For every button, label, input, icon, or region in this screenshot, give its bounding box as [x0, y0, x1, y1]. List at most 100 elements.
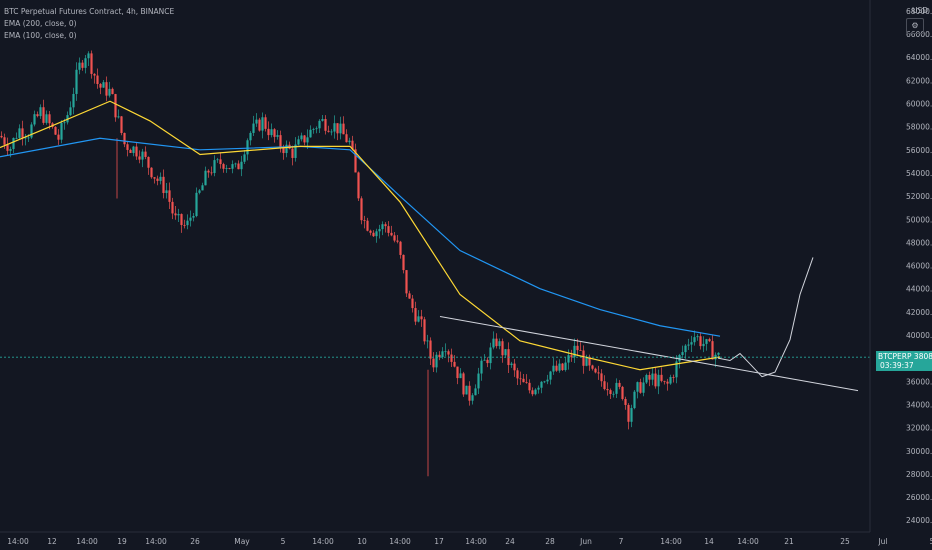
candle-body	[36, 114, 39, 117]
candle-body	[348, 140, 351, 143]
candle-body	[102, 82, 105, 88]
price-tick-label: 42000.0	[906, 308, 932, 317]
symbol-title[interactable]: BTC Perpetual Futures Contract, 4h, BINA…	[4, 7, 175, 16]
candle-body	[252, 123, 255, 133]
candle-body	[117, 116, 120, 118]
candle-body	[423, 319, 426, 342]
time-tick-label: 25	[840, 537, 850, 546]
candle-body	[618, 382, 621, 387]
candle-body	[651, 373, 654, 380]
candle-body	[87, 53, 90, 59]
candle-body	[453, 361, 456, 367]
candle-body	[534, 389, 537, 395]
time-tick-label: 17	[434, 537, 444, 546]
candle-body	[693, 337, 696, 343]
time-tick-label: 5	[930, 537, 932, 546]
candle-body	[393, 235, 396, 241]
candle-body	[711, 341, 714, 360]
candle-body	[303, 135, 306, 143]
current-price-tag: BTCPERP 38085.9 03:39:37	[876, 351, 932, 372]
candle-body	[477, 373, 480, 389]
candle-body	[366, 220, 369, 231]
time-tick-label: 24	[505, 537, 515, 546]
candle-body	[498, 341, 501, 347]
candle-body	[45, 114, 48, 123]
candle-body	[387, 226, 390, 233]
candle-body	[258, 119, 261, 131]
candle-body	[537, 387, 540, 390]
candle-body	[675, 361, 678, 378]
time-tick-label: 14:00	[660, 537, 682, 546]
symbol-tag: BTCPERP	[878, 352, 912, 362]
candle-body	[261, 117, 264, 131]
candle-body	[90, 53, 93, 74]
price-tick-label: 32000.0	[906, 424, 932, 433]
candle-body	[330, 131, 333, 133]
time-tick-label: 14:00	[145, 537, 167, 546]
time-tick-label: 19	[117, 537, 127, 546]
candle-body	[9, 148, 12, 151]
candle-body	[132, 146, 135, 153]
candle-body	[372, 232, 375, 237]
price-tick-label: 28000.0	[906, 470, 932, 479]
candle-body	[357, 172, 360, 199]
candle-body	[600, 373, 603, 382]
candle-body	[147, 156, 150, 168]
candle-body	[63, 122, 66, 124]
candle-body	[390, 232, 393, 236]
candle-body	[60, 122, 63, 140]
candle-body	[654, 373, 657, 387]
candle-body	[663, 380, 666, 382]
price-tick-label: 54000.0	[906, 169, 932, 178]
candle-body	[561, 363, 564, 371]
candle-body	[417, 316, 420, 322]
candle-body	[312, 129, 315, 130]
price-tick-label: 68000.0	[906, 7, 932, 16]
ema-100-label[interactable]: EMA (100, close, 0)	[4, 31, 77, 40]
last-price-value: 38085.9	[913, 352, 932, 362]
candle-body	[21, 128, 24, 138]
candle-body	[624, 398, 627, 405]
candle-body	[24, 137, 27, 139]
candle-body	[456, 366, 459, 379]
candle-body	[213, 160, 216, 174]
candle-body	[201, 185, 204, 191]
candle-body	[105, 82, 108, 96]
ema-200-label[interactable]: EMA (200, close, 0)	[4, 19, 77, 28]
candle-body	[150, 167, 153, 178]
candle-body	[81, 62, 84, 68]
price-tick-label: 34000.0	[906, 400, 932, 409]
candle-body	[168, 190, 171, 202]
candle-body	[369, 230, 372, 233]
candle-body	[189, 217, 192, 221]
candle-body	[531, 390, 534, 395]
time-tick-label: 14:00	[76, 537, 98, 546]
candle-body	[615, 382, 618, 394]
price-tick-label: 48000.0	[906, 238, 932, 247]
candle-body	[246, 140, 249, 155]
candle-body	[333, 123, 336, 132]
candle-body	[642, 382, 645, 393]
candle-body	[375, 231, 378, 237]
candle-body	[468, 385, 471, 401]
candle-body	[708, 339, 711, 342]
price-tick-label: 40000.0	[906, 331, 932, 340]
candle-body	[183, 224, 186, 226]
candle-body	[609, 390, 612, 395]
candle-body	[705, 339, 708, 344]
candle-body	[243, 154, 246, 162]
price-axis[interactable]: 68000.0 66000.0 64000.0 62000.0 60000.0 58000…	[869, 0, 932, 532]
candle-body	[75, 69, 78, 94]
candle-body	[93, 73, 96, 76]
candle-body	[30, 124, 33, 138]
settings-icon[interactable]: ⚙	[906, 18, 924, 34]
candle-body	[318, 120, 321, 129]
candle-body	[603, 381, 606, 390]
candle-body	[684, 345, 687, 353]
candle-body	[285, 144, 288, 154]
price-tick-label: 56000.0	[906, 146, 932, 155]
time-axis[interactable]: 14:00 12 14:00 19 14:00 26 May 5 14:00 10 14:00 17 1…	[0, 531, 932, 546]
price-tick-label: 52000.0	[906, 192, 932, 201]
candle-body	[159, 176, 162, 181]
